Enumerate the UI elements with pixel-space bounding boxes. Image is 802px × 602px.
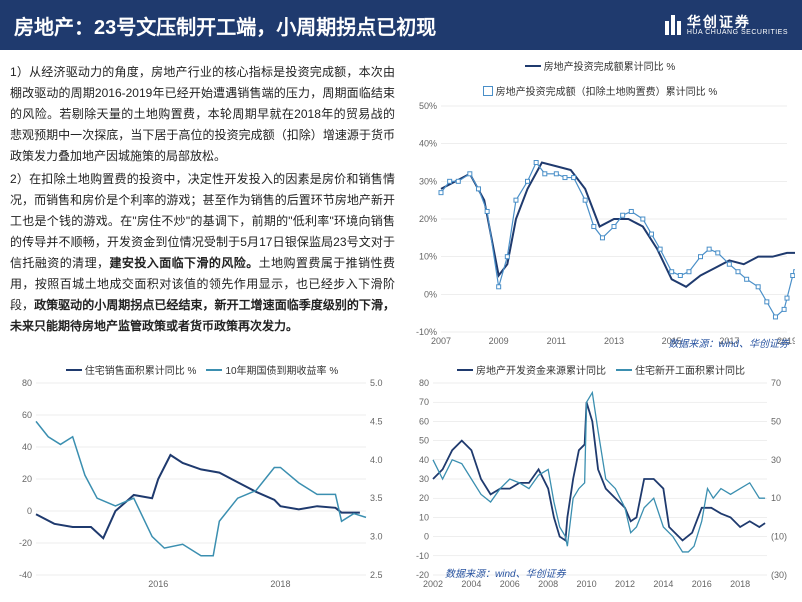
svg-text:2007: 2007 [431, 336, 451, 346]
svg-text:10%: 10% [419, 252, 437, 262]
svg-text:2012: 2012 [615, 579, 635, 589]
paragraph-2: 2）在扣除土地购置费的投资中，决定性开发投入的因素是房价和销售情况，而销售和房价… [10, 169, 395, 337]
chart-source-top: 数据来源：wind、华创证券 [668, 335, 789, 350]
svg-text:(10): (10) [771, 532, 787, 542]
svg-text:10: 10 [771, 493, 781, 503]
chart-sales-bond: 住宅销售面积累计同比 %10年期国债到期收益率 % -40 -20 0 20 40 60 8… [6, 360, 398, 596]
svg-text:60: 60 [22, 410, 32, 420]
svg-text:50: 50 [419, 436, 429, 446]
svg-text:30: 30 [771, 455, 781, 465]
svg-text:2018: 2018 [730, 579, 750, 589]
svg-text:20: 20 [22, 474, 32, 484]
svg-text:0%: 0% [424, 289, 437, 299]
svg-text:-40: -40 [19, 570, 32, 580]
svg-text:(30): (30) [771, 570, 787, 580]
svg-text:2013: 2013 [604, 336, 624, 346]
svg-text:-10: -10 [416, 551, 429, 561]
svg-text:2016: 2016 [692, 579, 712, 589]
svg-text:80: 80 [419, 379, 429, 388]
svg-text:2.5: 2.5 [370, 570, 383, 580]
svg-text:40%: 40% [419, 139, 437, 149]
svg-text:2004: 2004 [461, 579, 481, 589]
svg-text:5.0: 5.0 [370, 379, 383, 388]
brand-logo: 华创证券 HUA CHUANG SECURITIES [665, 15, 788, 36]
page-title: 房地产：23号文压制开工端，小周期拐点已初现 [14, 11, 436, 40]
svg-text:2018: 2018 [270, 579, 290, 589]
header-bar: 房地产：23号文压制开工端，小周期拐点已初现 华创证券 HUA CHUANG S… [0, 0, 802, 50]
content-area: 1）从经济驱动力的角度，房地产行业的核心指标是投资完成额，本次由棚改驱动的周期2… [0, 50, 802, 602]
svg-text:4.5: 4.5 [370, 416, 383, 426]
chart-investment: 房地产投资完成额累计同比 %房地产投资完成额（扣除土地购置费）累计同比 % -1… [405, 56, 795, 348]
svg-text:70: 70 [771, 379, 781, 388]
svg-text:20: 20 [419, 493, 429, 503]
chart-investment-legend: 房地产投资完成额累计同比 %房地产投资完成额（扣除土地购置费）累计同比 % [405, 56, 795, 100]
svg-text:70: 70 [419, 397, 429, 407]
svg-text:2006: 2006 [500, 579, 520, 589]
svg-text:2008: 2008 [538, 579, 558, 589]
svg-text:3.5: 3.5 [370, 493, 383, 503]
chart-sales-legend: 住宅销售面积累计同比 %10年期国债到期收益率 % [6, 360, 398, 379]
logo-text-en: HUA CHUANG SECURITIES [687, 29, 788, 36]
svg-text:40: 40 [22, 442, 32, 452]
svg-text:30%: 30% [419, 176, 437, 186]
svg-text:2011: 2011 [547, 336, 566, 346]
chart-funds-legend: 房地产开发资金来源累计同比住宅新开工面积累计同比 [405, 360, 797, 379]
svg-text:2002: 2002 [423, 579, 443, 589]
svg-text:50: 50 [771, 416, 781, 426]
svg-text:0: 0 [27, 506, 32, 516]
svg-text:2016: 2016 [148, 579, 168, 589]
chart-funds-plot: -20-1001020304050607080(30)(10)103050702… [405, 379, 797, 593]
chart-funds-starts: 房地产开发资金来源累计同比住宅新开工面积累计同比 -20-10010203040… [405, 360, 797, 596]
svg-text:50%: 50% [419, 101, 437, 111]
svg-text:3.0: 3.0 [370, 532, 383, 542]
svg-text:60: 60 [419, 416, 429, 426]
svg-text:-20: -20 [19, 538, 32, 548]
svg-text:2009: 2009 [489, 336, 509, 346]
svg-text:40: 40 [419, 455, 429, 465]
svg-text:4.0: 4.0 [370, 455, 383, 465]
chart-sales-plot: -40 -20 0 20 40 60 80 2.5 3.0 3.5 4.0 4.5 5.0 2016 201… [6, 379, 398, 593]
paragraph-1: 1）从经济驱动力的角度，房地产行业的核心指标是投资完成额，本次由棚改驱动的周期2… [10, 62, 395, 167]
chart-source-br: 数据来源：wind、华创证券 [445, 565, 566, 580]
logo-text-cn: 华创证券 [687, 15, 788, 29]
svg-text:0: 0 [424, 532, 429, 542]
svg-text:2010: 2010 [577, 579, 597, 589]
chart-investment-plot: -10%0%10%20%30%40%50%2007200920112013201… [405, 100, 795, 352]
svg-text:20%: 20% [419, 214, 437, 224]
analysis-text: 1）从经济驱动力的角度，房地产行业的核心指标是投资完成额，本次由棚改驱动的周期2… [10, 62, 395, 339]
svg-text:2014: 2014 [653, 579, 673, 589]
svg-text:30: 30 [419, 474, 429, 484]
logo-icon [665, 15, 681, 35]
svg-text:10: 10 [419, 512, 429, 522]
svg-text:80: 80 [22, 379, 32, 388]
